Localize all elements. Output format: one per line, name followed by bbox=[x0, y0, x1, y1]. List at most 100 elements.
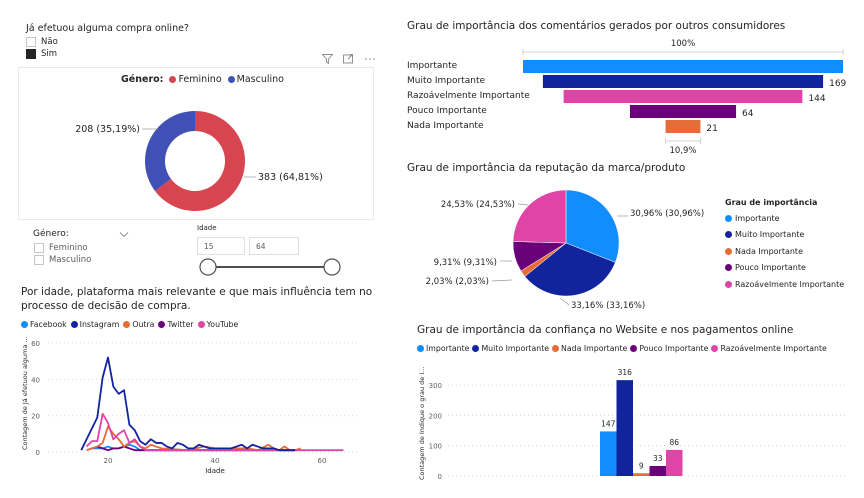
legend-item[interactable]: Nada Importante bbox=[552, 344, 627, 353]
option-label: Não bbox=[41, 37, 58, 47]
line-chart: 0 20 40 60 20 40 60 Contagem de Já efetuou alg… bbox=[21, 336, 360, 475]
donut-slice-masculino[interactable] bbox=[145, 111, 195, 191]
legend-label: Twitter bbox=[167, 320, 194, 329]
legend-item[interactable]: Pouco Importante bbox=[630, 344, 708, 353]
pie-legend-item[interactable]: Nada Importante bbox=[725, 243, 844, 260]
leader-line bbox=[517, 203, 529, 206]
y-tick-label: 100 bbox=[429, 443, 442, 451]
pie-legend-title: Grau de importância bbox=[725, 198, 818, 207]
donut-slice-feminino[interactable] bbox=[154, 111, 245, 211]
age-slicer-title: Idade bbox=[197, 224, 217, 232]
filter-icon[interactable] bbox=[322, 54, 333, 64]
legend-label: Nada Importante bbox=[561, 344, 628, 353]
legend-item-twitter[interactable]: Twitter bbox=[158, 320, 194, 329]
funnel-top-percent: 100% bbox=[671, 39, 695, 49]
checkbox[interactable] bbox=[34, 255, 44, 265]
pie-slice-0[interactable] bbox=[565, 189, 620, 263]
bar-chart-title: Grau de importância da confiança no Webs… bbox=[417, 324, 794, 336]
funnel-bar-3[interactable] bbox=[629, 105, 737, 118]
line-series-instagram[interactable] bbox=[80, 356, 296, 452]
line-series-outra[interactable] bbox=[86, 425, 301, 452]
trust-bar-chart: 0 100 200 300 147 316 9 33 86 Contagem de Indiq… bbox=[418, 367, 845, 481]
funnel-bar-4[interactable] bbox=[665, 120, 701, 133]
funnel-category-label: Muito Importante bbox=[407, 76, 486, 86]
pie-legend-item[interactable]: Razoávelmente Importante bbox=[725, 276, 844, 293]
legend-label: Nada Importante bbox=[735, 246, 803, 256]
bar-nada-importante[interactable] bbox=[633, 473, 650, 476]
legend-label: Muito Importante bbox=[735, 230, 805, 240]
legend-item-instagram[interactable]: Instagram bbox=[70, 320, 120, 329]
legend-item-feminino[interactable]: Feminino bbox=[169, 74, 222, 85]
funnel-bar-0[interactable] bbox=[523, 60, 843, 73]
funnel-value-label: 64 bbox=[742, 109, 754, 119]
bar-importante[interactable] bbox=[600, 431, 617, 476]
legend-dot bbox=[21, 321, 28, 328]
option-label: Feminino bbox=[49, 243, 88, 253]
checkbox-checked[interactable] bbox=[26, 49, 36, 59]
legend-item[interactable]: Razoávelmente Importante bbox=[711, 344, 827, 353]
checkbox[interactable] bbox=[26, 37, 36, 47]
purchase-option-sim[interactable]: Sim bbox=[26, 48, 58, 60]
purchase-option-nao[interactable]: Não bbox=[26, 36, 58, 48]
slider-handle-max[interactable] bbox=[323, 258, 341, 276]
legend-label: Instagram bbox=[79, 320, 120, 329]
legend-label: Pouco Importante bbox=[639, 344, 709, 353]
y-tick-label: 300 bbox=[429, 382, 442, 390]
legend-item[interactable]: Muito Importante bbox=[472, 344, 549, 353]
age-max-input[interactable]: 64 bbox=[249, 237, 299, 255]
line-chart-legend: Facebook Instagram Outra Twitter YouTube bbox=[21, 320, 238, 329]
pie-legend-item[interactable]: Pouco Importante bbox=[725, 260, 844, 277]
line-series-youtube[interactable] bbox=[85, 412, 344, 452]
gender-option-feminino[interactable]: Feminino bbox=[34, 242, 91, 254]
more-options-icon[interactable] bbox=[364, 54, 376, 64]
legend-item-youtube[interactable]: YouTube bbox=[197, 320, 239, 329]
y-tick-label: 0 bbox=[36, 449, 40, 457]
age-range-slider[interactable] bbox=[195, 256, 345, 278]
funnel-bar-2[interactable] bbox=[563, 90, 803, 103]
legend-dot bbox=[123, 321, 131, 328]
funnel-value-label: 169 bbox=[829, 79, 846, 89]
age-min-input[interactable]: 15 bbox=[197, 237, 245, 255]
pie-slice-4[interactable] bbox=[512, 189, 567, 244]
bar-chart-legend: Importante Muito Importante Nada Important… bbox=[417, 344, 827, 353]
option-label: Sim bbox=[41, 49, 58, 59]
bar-pouco-importante[interactable] bbox=[649, 465, 667, 476]
y-tick-label: 0 bbox=[438, 473, 442, 481]
pie-data-label: 24,53% (24,53%) bbox=[441, 200, 515, 210]
legend-item-masculino[interactable]: Masculino bbox=[227, 74, 284, 85]
legend-label: YouTube bbox=[206, 320, 239, 329]
gender-slicer: Feminino Masculino bbox=[34, 242, 91, 266]
legend-dot bbox=[725, 214, 732, 222]
y-tick-label: 20 bbox=[31, 413, 40, 421]
pie-legend-item[interactable]: Muito Importante bbox=[725, 227, 844, 244]
slider-handle-min[interactable] bbox=[199, 258, 217, 276]
leader-line bbox=[559, 297, 570, 306]
legend-item[interactable]: Importante bbox=[417, 344, 469, 353]
legend-item-facebook[interactable]: Facebook bbox=[21, 320, 67, 329]
bar-muito-importante[interactable] bbox=[616, 380, 634, 476]
gender-legend: Género: Feminino Masculino bbox=[121, 74, 284, 85]
line-chart-title-line1: Por idade, plataforma mais relevante e q… bbox=[21, 286, 373, 298]
bar-value-label: 86 bbox=[669, 438, 679, 447]
legend-item-outra[interactable]: Outra bbox=[123, 320, 154, 329]
legend-label: Outra bbox=[132, 320, 155, 329]
visual-header bbox=[322, 54, 376, 64]
option-label: Masculino bbox=[49, 255, 92, 265]
legend-dot bbox=[417, 345, 424, 352]
gender-option-masculino[interactable]: Masculino bbox=[34, 254, 91, 266]
checkbox[interactable] bbox=[34, 243, 44, 253]
leader-line bbox=[491, 279, 513, 282]
funnel-bar-1[interactable] bbox=[542, 75, 824, 88]
y-tick-label: 60 bbox=[31, 340, 40, 348]
donut-label-feminino: 383 (64,81%) bbox=[258, 172, 323, 183]
bar-razoávelmente-importante[interactable] bbox=[666, 449, 683, 476]
x-tick-label: 60 bbox=[318, 457, 327, 465]
x-tick-label: 40 bbox=[211, 457, 220, 465]
pie-legend-item[interactable]: Importante bbox=[725, 210, 844, 227]
bar-chart-ylabel: Contagem de Indique o grau de i... bbox=[418, 367, 426, 480]
funnel-bottom-percent: 10,9% bbox=[669, 146, 696, 156]
pie-slice-1[interactable] bbox=[524, 242, 616, 297]
focus-mode-icon[interactable] bbox=[343, 54, 354, 64]
funnel-category-label: Nada Importante bbox=[407, 121, 484, 131]
chevron-down-icon[interactable] bbox=[119, 231, 129, 238]
